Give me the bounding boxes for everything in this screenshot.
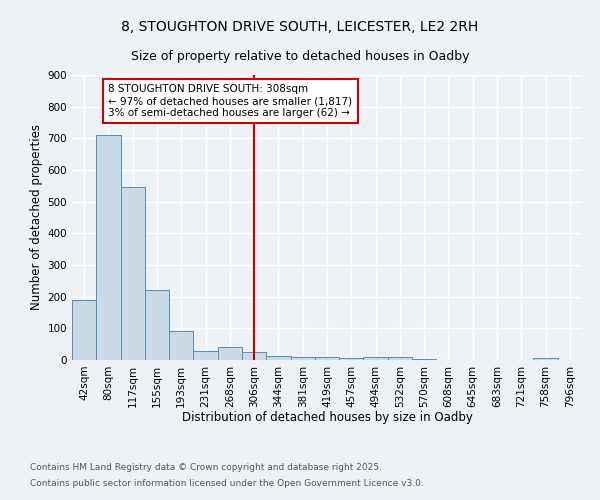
- Bar: [242, 352, 266, 360]
- Text: 8, STOUGHTON DRIVE SOUTH, LEICESTER, LE2 2RH: 8, STOUGHTON DRIVE SOUTH, LEICESTER, LE2…: [121, 20, 479, 34]
- Text: Size of property relative to detached houses in Oadby: Size of property relative to detached ho…: [131, 50, 469, 63]
- Text: 8 STOUGHTON DRIVE SOUTH: 308sqm
← 97% of detached houses are smaller (1,817)
3% : 8 STOUGHTON DRIVE SOUTH: 308sqm ← 97% of…: [109, 84, 353, 117]
- Bar: [193, 351, 218, 360]
- Bar: [121, 188, 145, 360]
- Text: Contains public sector information licensed under the Open Government Licence v3: Contains public sector information licen…: [30, 478, 424, 488]
- Bar: [169, 331, 193, 360]
- Bar: [145, 290, 169, 360]
- Bar: [72, 300, 96, 360]
- Bar: [339, 358, 364, 360]
- Bar: [266, 356, 290, 360]
- Text: Contains HM Land Registry data © Crown copyright and database right 2025.: Contains HM Land Registry data © Crown c…: [30, 464, 382, 472]
- X-axis label: Distribution of detached houses by size in Oadby: Distribution of detached houses by size …: [182, 411, 472, 424]
- Bar: [364, 358, 388, 360]
- Y-axis label: Number of detached properties: Number of detached properties: [31, 124, 43, 310]
- Bar: [315, 357, 339, 360]
- Bar: [96, 135, 121, 360]
- Bar: [412, 358, 436, 360]
- Bar: [218, 348, 242, 360]
- Bar: [533, 358, 558, 360]
- Bar: [290, 358, 315, 360]
- Bar: [388, 358, 412, 360]
